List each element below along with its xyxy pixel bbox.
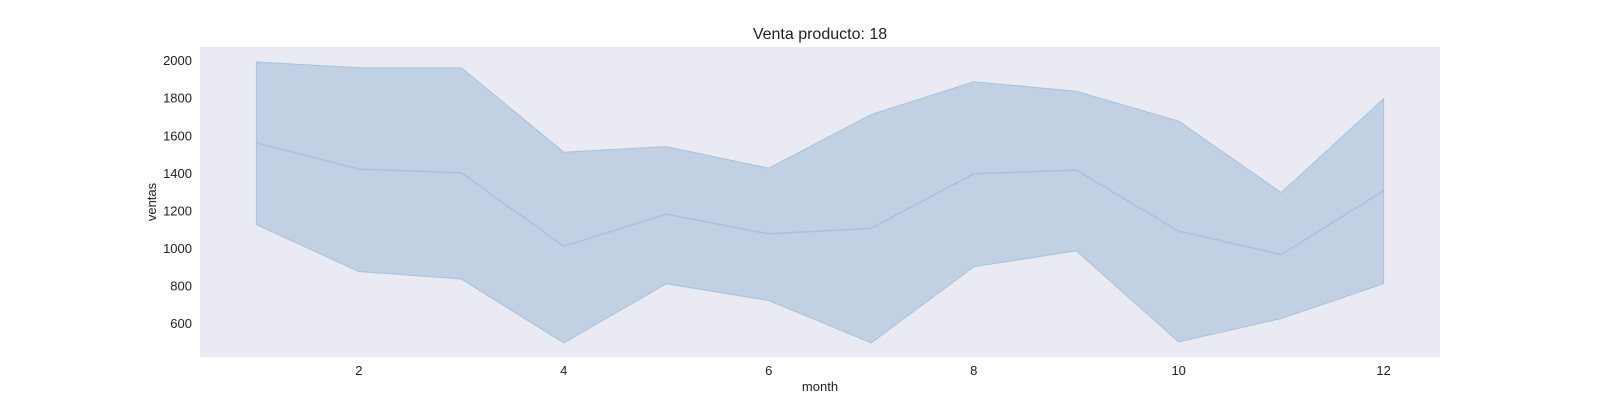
y-tick-label: 800: [170, 279, 192, 294]
y-tick-label: 2000: [163, 53, 192, 68]
y-axis-label: ventas: [144, 182, 159, 221]
x-tick-label: 2: [355, 363, 362, 378]
x-tick-label: 6: [765, 363, 772, 378]
x-axis-ticks: 2 4 6 8 10 12: [355, 363, 1391, 378]
x-tick-label: 4: [560, 363, 567, 378]
x-axis-label: month: [802, 379, 838, 394]
band-layer: [255, 61, 1385, 344]
series-line: [256, 142, 1384, 256]
y-tick-label: 1400: [163, 166, 192, 181]
x-tick-label: 12: [1376, 363, 1390, 378]
x-tick-label: 8: [970, 363, 977, 378]
y-tick-label: 1800: [163, 91, 192, 106]
y-tick-label: 1200: [163, 203, 192, 218]
y-tick-label: 1000: [163, 241, 192, 256]
chart-title: Venta producto: 18: [753, 26, 887, 43]
y-tick-label: 600: [170, 316, 192, 331]
y-tick-label: 1600: [163, 128, 192, 143]
y-axis-ticks: 600 800 1000 1200 1400 1600 1800 2000: [163, 53, 192, 331]
x-tick-label: 10: [1171, 363, 1185, 378]
line-layer: [256, 142, 1384, 256]
confidence-band: [255, 61, 1385, 344]
